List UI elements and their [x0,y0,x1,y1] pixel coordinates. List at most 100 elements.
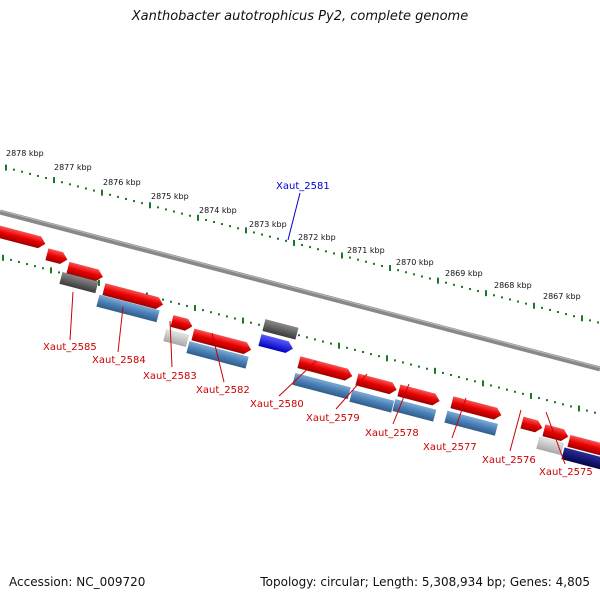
ruler-dot [165,208,167,211]
ruler-dot [562,403,564,406]
gene-arrow[interactable] [170,314,193,332]
ruler-dot [234,317,236,320]
gene-arrow[interactable] [96,294,160,323]
gene-shape[interactable] [397,384,441,407]
ruler-tick [386,355,388,362]
gene-arrow[interactable] [262,318,299,340]
gene-shape[interactable] [349,389,395,413]
ruler-dot [418,365,420,368]
gene-arrow[interactable] [397,384,441,407]
ruler-tick [530,392,532,399]
gene-arrow[interactable] [191,328,252,356]
gene-label[interactable]: Xaut_2576 [482,455,536,466]
gene-shape[interactable] [392,398,437,422]
ruler-dot [365,260,367,263]
gene-shape[interactable] [163,329,190,348]
ruler-dot [125,197,127,200]
gene-label[interactable]: Xaut_2582 [196,385,250,396]
gene-arrow[interactable] [45,248,68,265]
gene-shape[interactable] [561,447,600,472]
gene-shape[interactable] [536,436,565,456]
gene-label[interactable]: Xaut_2575 [539,467,593,478]
gene-shape[interactable] [191,328,252,356]
gene-track [0,224,600,472]
ruler-dot [517,300,519,303]
ruler-dot [26,263,28,266]
ruler-dot [269,235,271,238]
ruler-dot [453,283,455,286]
callout-leader-line [392,383,410,425]
ruler-dot [58,271,60,274]
gene-shape[interactable] [258,333,294,354]
gene-shape[interactable] [444,410,499,436]
gene-shape[interactable] [355,373,398,396]
gene-label[interactable]: Xaut_2585 [43,342,97,353]
ruler-dot [237,227,239,230]
ruler-tick [533,302,535,309]
gene-shape[interactable] [542,424,569,443]
gene-label[interactable]: Xaut_2579 [306,413,360,424]
ruler-dot [450,374,452,377]
gene-shape[interactable] [262,318,299,340]
ruler-dot [162,298,164,301]
ruler-dot [34,265,36,268]
gene-arrow[interactable] [59,271,99,294]
gene-shape[interactable] [45,248,68,265]
gene-arrow[interactable] [102,283,164,310]
ruler-dot [229,225,231,228]
ruler-dot [426,367,428,370]
callout-leader-line [169,320,173,368]
ruler-dot [61,181,63,184]
gene-shape[interactable] [450,396,502,421]
ruler-dot [421,275,423,278]
gene-label[interactable]: Xaut_2578 [365,428,419,439]
ruler-dot [498,386,500,389]
gene-label[interactable]: Xaut_2580 [250,399,304,410]
gene-shape[interactable] [59,271,99,294]
gene-shape[interactable] [96,294,160,323]
gene-arrow[interactable] [292,372,351,400]
gene-arrow[interactable] [536,436,565,456]
gene-arrow[interactable] [520,416,543,434]
ruler-dot [69,183,71,186]
gene-label[interactable]: Xaut_2581 [276,181,330,192]
ruler-dot [522,392,524,395]
ruler-tick [482,380,484,387]
gene-arrow[interactable] [355,373,398,396]
gene-label[interactable]: Xaut_2584 [92,355,146,366]
ruler-tick [101,189,103,196]
ruler-dot [466,378,468,381]
gene-arrow[interactable] [258,333,294,354]
gene-arrow[interactable] [66,261,104,283]
gene-arrow[interactable] [349,389,395,413]
gene-arrow[interactable] [163,329,190,348]
gene-shape[interactable] [102,283,164,310]
ruler-tick [197,214,199,221]
gene-label[interactable]: Xaut_2577 [423,442,477,453]
gene-shape[interactable] [170,314,193,332]
gene-arrow[interactable] [444,410,499,436]
ruler-dot [461,285,463,288]
ruler-dot [445,281,447,284]
ruler-dot [210,311,212,314]
ruler-dot [477,290,479,293]
ruler-dot [549,308,551,311]
gene-label[interactable]: Xaut_2583 [143,371,197,382]
ruler-dot [501,296,503,299]
gene-shape[interactable] [520,416,543,434]
gene-arrow[interactable] [297,356,353,382]
ruler-dot [474,380,476,383]
gene-shape[interactable] [297,356,353,382]
gene-shape[interactable] [292,372,351,400]
callout-leader-line [545,411,566,465]
gene-shape[interactable] [66,261,104,283]
gene-arrow[interactable] [450,396,502,421]
ruler-dot [322,340,324,343]
gene-arrow[interactable] [561,447,600,472]
gene-arrow[interactable] [392,398,437,422]
gene-shape[interactable] [0,224,47,250]
ruler-dot [405,271,407,274]
gene-arrow[interactable] [542,424,569,443]
gene-arrow[interactable] [0,224,47,250]
